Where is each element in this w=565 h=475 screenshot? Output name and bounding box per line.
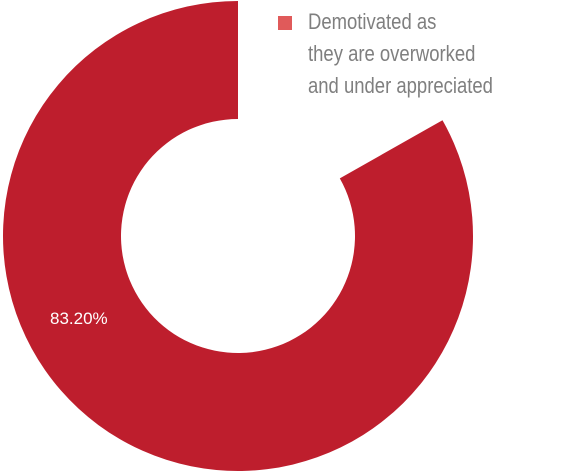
legend-label: Demotivated as they are overworked and u…	[308, 9, 493, 98]
data-label: 83.20%	[50, 309, 108, 328]
donut-slice	[2, 1, 473, 471]
legend: Demotivated as they are overworked and u…	[278, 6, 565, 102]
legend-swatch	[278, 16, 292, 30]
